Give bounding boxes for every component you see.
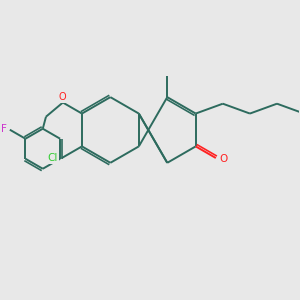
- Text: O: O: [58, 92, 66, 102]
- Text: F: F: [1, 124, 7, 134]
- Text: O: O: [219, 154, 228, 164]
- Text: Cl: Cl: [48, 153, 58, 163]
